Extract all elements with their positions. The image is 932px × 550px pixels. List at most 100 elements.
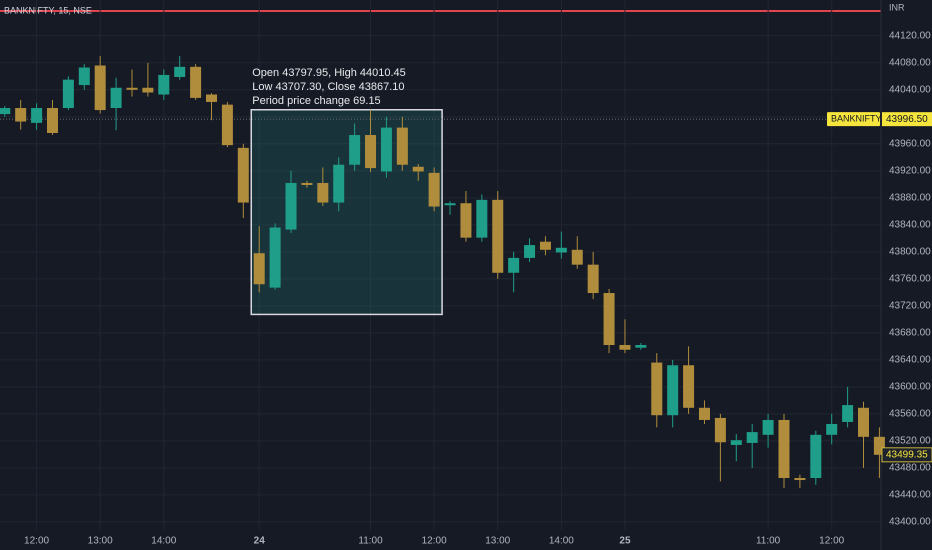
candle-body (46, 108, 58, 134)
candle-body (539, 241, 551, 250)
measure-text: Low 43707.30, Close 43867.10 (252, 81, 404, 93)
candle-body (555, 247, 567, 253)
symbol-title: BANKNIFTY, 15, NSE (4, 5, 92, 15)
price-line-name-bg (827, 112, 880, 127)
candle-body (174, 66, 186, 77)
y-tick-label: 43480.00 (889, 463, 931, 474)
candle-body (317, 182, 329, 203)
candle-body (365, 135, 377, 169)
x-tick-label: 13:00 (88, 536, 113, 547)
candle-body (94, 65, 106, 111)
candle-body (460, 203, 472, 238)
y-tick-label: 43520.00 (889, 436, 931, 447)
candle-body (396, 127, 408, 165)
candle-body (380, 127, 392, 172)
candle-body (78, 67, 90, 86)
candle-body (762, 419, 774, 435)
candle-body (158, 74, 170, 95)
x-tick-label: 14:00 (151, 536, 176, 547)
candle-body (285, 182, 297, 230)
candle-body (301, 182, 313, 185)
candle-body (492, 199, 504, 273)
measure-text: Open 43797.95, High 44010.45 (252, 67, 406, 79)
measure-text: Period price change 69.15 (252, 95, 380, 107)
y-tick-label: 44040.00 (889, 84, 931, 95)
y-tick-label: 43680.00 (889, 327, 931, 338)
y-tick-label: 43760.00 (889, 273, 931, 284)
candle-body (651, 362, 663, 416)
price-line-name: BANKNIFTY (831, 114, 882, 124)
candle-body (698, 407, 710, 420)
candle-body (858, 407, 870, 437)
y-tick-label: 43720.00 (889, 300, 931, 311)
candle-body (206, 94, 218, 102)
y-tick-label: 43440.00 (889, 490, 931, 501)
candle-body (603, 293, 615, 346)
candle-body (142, 87, 154, 93)
candle-body (221, 104, 233, 146)
candle-body (0, 108, 11, 115)
candle-body (333, 164, 345, 203)
x-tick-label: 11:00 (358, 536, 383, 547)
y-tick-label: 43920.00 (889, 165, 931, 176)
x-tick-label: 12:00 (819, 536, 844, 547)
x-tick-label: 12:00 (422, 536, 447, 547)
last-price-label: 43499.35 (886, 449, 928, 460)
candle-body (730, 440, 742, 445)
candle-body (476, 199, 488, 238)
y-tick-label: 44080.00 (889, 57, 931, 68)
candle-body (524, 245, 536, 258)
y-tick-label: 43640.00 (889, 355, 931, 366)
candle-body (619, 345, 631, 350)
candle-body (15, 108, 27, 122)
candle-body (269, 227, 281, 288)
x-tick-label: 24 (254, 536, 266, 547)
candle-body (746, 432, 758, 443)
candle-body (683, 365, 695, 408)
grid (0, 0, 881, 530)
candle-body (842, 405, 854, 422)
measure-box (250, 108, 443, 316)
candle-body (794, 478, 806, 481)
y-tick-label: 43560.00 (889, 409, 931, 420)
candle-body (667, 365, 679, 416)
y-tick-label: 43840.00 (889, 219, 931, 230)
y-tick-label: 43800.00 (889, 246, 931, 257)
candle-body (126, 87, 138, 90)
y-tick-label: 43880.00 (889, 192, 931, 203)
candle-body (508, 257, 520, 273)
candle-body (810, 434, 822, 479)
candle-body (110, 87, 122, 109)
candle-body (31, 108, 43, 123)
candle-body (412, 166, 424, 172)
candle-body (635, 345, 647, 348)
y-tick-label: 43960.00 (889, 138, 931, 149)
x-tick-label: 12:00 (24, 536, 49, 547)
y-tick-label: 43400.00 (889, 517, 931, 528)
candle-body (253, 253, 265, 285)
candle-body (428, 172, 440, 207)
candle-body (714, 417, 726, 443)
candle-body (587, 264, 599, 294)
candle-body (190, 66, 202, 98)
price-line-label-bg (882, 112, 932, 127)
currency: INR (889, 2, 905, 12)
y-tick-label: 44120.00 (889, 30, 931, 41)
candle-body (873, 436, 885, 455)
price-line-label: 43996.50 (886, 114, 928, 125)
y-tick-label: 43600.00 (889, 382, 931, 393)
x-tick-label: 11:00 (756, 536, 781, 547)
candle-body (778, 419, 790, 479)
candle-body (571, 249, 583, 265)
candle-body (444, 203, 456, 206)
candle-body (237, 147, 249, 203)
candle-body (62, 79, 74, 109)
x-tick-label: 13:00 (485, 536, 510, 547)
last-price-bg (881, 447, 932, 463)
candle-body (826, 424, 838, 435)
x-tick-label: 14:00 (549, 536, 574, 547)
candle-body (349, 135, 361, 165)
x-tick-label: 25 (619, 536, 631, 547)
